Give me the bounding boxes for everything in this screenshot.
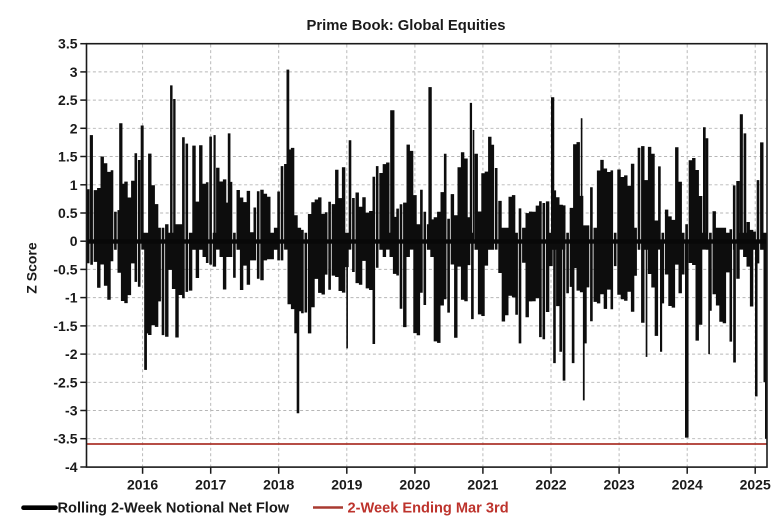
svg-text:2-Week Ending Mar 3rd: 2-Week Ending Mar 3rd (348, 501, 509, 517)
svg-text:-2.5: -2.5 (53, 374, 77, 390)
svg-text:3: 3 (70, 64, 78, 80)
svg-text:2024: 2024 (672, 477, 703, 493)
svg-text:2022: 2022 (535, 477, 566, 493)
svg-text:2025: 2025 (740, 477, 771, 493)
svg-text:Prime Book: Global Equities: Prime Book: Global Equities (307, 18, 506, 34)
svg-text:0: 0 (70, 233, 78, 249)
svg-text:-1: -1 (65, 290, 78, 306)
svg-text:-3: -3 (65, 403, 78, 419)
svg-text:1.5: 1.5 (58, 149, 78, 165)
svg-text:2020: 2020 (399, 477, 430, 493)
svg-text:-2: -2 (65, 346, 78, 362)
svg-text:0.5: 0.5 (58, 205, 78, 221)
svg-text:2: 2 (70, 120, 78, 136)
svg-text:3.5: 3.5 (58, 36, 78, 52)
svg-text:-3.5: -3.5 (53, 431, 77, 447)
svg-text:2023: 2023 (604, 477, 635, 493)
svg-text:2021: 2021 (467, 477, 498, 493)
svg-text:2017: 2017 (195, 477, 226, 493)
svg-text:-1.5: -1.5 (53, 318, 77, 334)
svg-text:2.5: 2.5 (58, 92, 78, 108)
svg-text:-0.5: -0.5 (53, 261, 77, 277)
svg-text:2019: 2019 (331, 477, 362, 493)
svg-text:2018: 2018 (263, 477, 294, 493)
svg-text:Rolling 2-Week Notional Net Fl: Rolling 2-Week Notional Net Flow (58, 501, 290, 517)
svg-text:2016: 2016 (127, 477, 158, 493)
svg-text:Z Score: Z Score (24, 242, 40, 294)
svg-text:1: 1 (70, 177, 78, 193)
svg-text:-4: -4 (65, 459, 78, 475)
